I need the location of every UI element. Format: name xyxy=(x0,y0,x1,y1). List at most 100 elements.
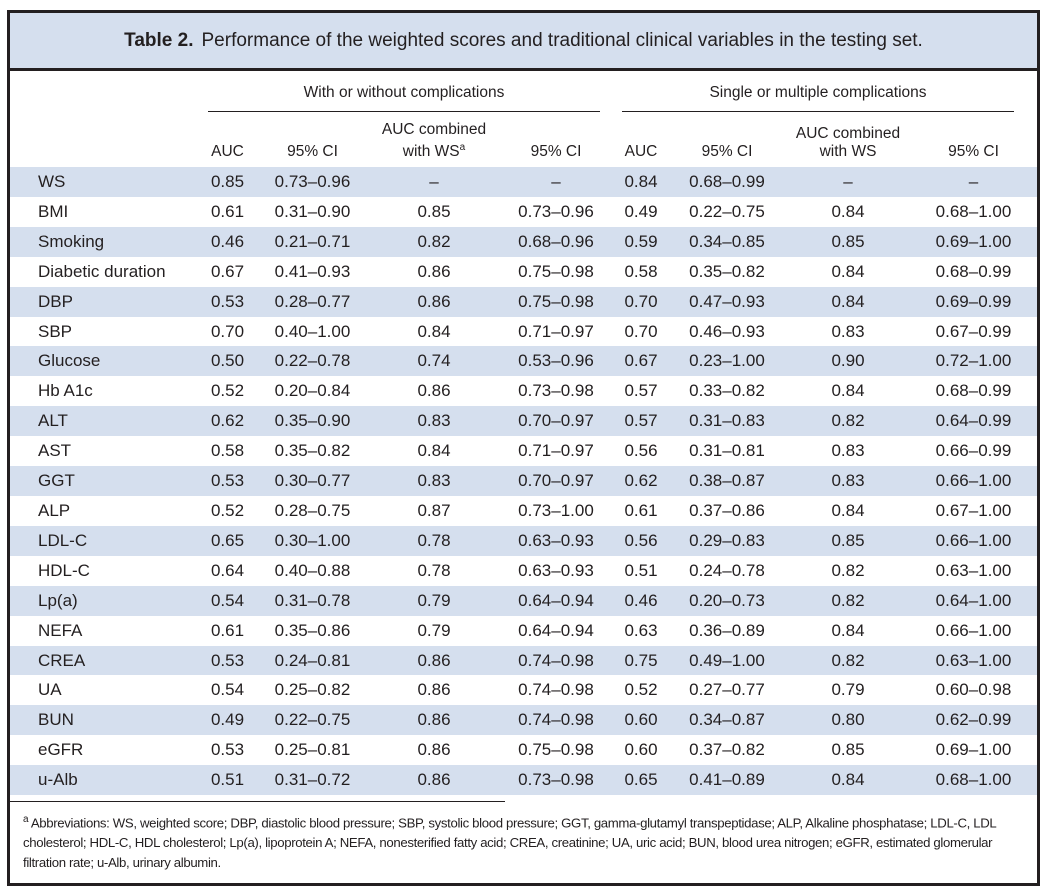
column-header-ci: 95% CI xyxy=(948,143,999,160)
column-header-auc-combined: AUC combined with WS xyxy=(795,125,901,160)
table-cell: 0.83 xyxy=(370,406,498,437)
table-cell: 0.66–1.00 xyxy=(910,525,1037,556)
table-cell: 0.33–0.82 xyxy=(689,381,765,401)
table-cell: 0.34–0.85 xyxy=(668,226,786,257)
table-cell: 0.67 xyxy=(614,346,668,377)
table-cell: 0.20–0.73 xyxy=(668,585,786,616)
table-cell: 0.84 xyxy=(786,765,910,796)
table-cell: 0.70 xyxy=(614,286,668,317)
table-row: ALP 0.52 0.28–0.75 0.87 0.73–1.00 0.61 0.37–0.… xyxy=(10,496,1037,526)
table-cell: 0.74 xyxy=(370,346,498,377)
row-label: LDL-C xyxy=(10,525,200,556)
row-label: UA xyxy=(38,680,62,700)
footnote-marker: a xyxy=(23,814,29,825)
table-cell: 0.85 xyxy=(786,226,910,257)
column-header-auc: AUC xyxy=(624,143,658,160)
table-row: ALT 0.62 0.35–0.90 0.83 0.70–0.97 0.57 0.31–0.… xyxy=(10,406,1037,437)
table-cell: 0.50 xyxy=(200,346,255,377)
table-cell: 0.86 xyxy=(370,765,498,796)
table-cell: 0.65 xyxy=(200,525,255,556)
table-cell: 0.69–0.99 xyxy=(910,286,1037,317)
table-cell: 0.83 xyxy=(831,321,865,341)
table-cell: 0.85 xyxy=(200,167,255,197)
table-cell: 0.73–1.00 xyxy=(518,500,594,520)
table-title: Table 2. Performance of the weighted sco… xyxy=(10,13,1037,71)
table-cell: 0.83 xyxy=(831,441,865,461)
row-label: BUN xyxy=(10,705,200,736)
table-cell: 0.67–1.00 xyxy=(935,500,1012,520)
table-cell: 0.53–0.96 xyxy=(498,346,614,377)
table-cell: 0.63–1.00 xyxy=(910,645,1037,676)
table-cell: 0.83 xyxy=(786,466,910,496)
table-cell: 0.28–0.75 xyxy=(274,500,351,520)
table-cell: 0.58 xyxy=(624,261,658,281)
table-cell: 0.62 xyxy=(200,406,255,437)
table-cell: 0.60–0.98 xyxy=(935,680,1012,700)
row-label: NEFA xyxy=(38,620,83,640)
table-cell: 0.27–0.77 xyxy=(689,680,765,700)
table-cell: 0.47–0.93 xyxy=(668,286,786,317)
table-cell: 0.25–0.82 xyxy=(274,680,351,700)
table-cell: 0.31–0.90 xyxy=(274,201,351,221)
row-label: BMI xyxy=(38,201,69,221)
table-row: HDL-C 0.64 0.40–0.88 0.78 0.63–0.93 0.51 0.24–… xyxy=(10,556,1037,586)
table-cell: 0.75–0.98 xyxy=(518,261,594,281)
table-cell: 0.74–0.98 xyxy=(518,680,594,700)
table-cell: 0.41–0.89 xyxy=(668,765,786,796)
table-cell: 0.54 xyxy=(210,680,245,700)
table-cell: 0.23–1.00 xyxy=(668,346,786,377)
table-cell: 0.68–1.00 xyxy=(935,201,1012,221)
table-cell: 0.84 xyxy=(831,381,865,401)
row-label: CREA xyxy=(10,645,200,676)
table-cell: – xyxy=(498,167,614,197)
table-cell: 0.60 xyxy=(624,740,658,760)
row-label: ALT xyxy=(10,406,200,437)
table-cell: 0.85 xyxy=(831,740,865,760)
table-cell: 0.75–0.98 xyxy=(518,740,594,760)
table-cell: 0.84 xyxy=(417,441,451,461)
table-cell: 0.71–0.97 xyxy=(518,441,594,461)
table-row: SBP 0.70 0.40–1.00 0.84 0.71–0.97 0.70 0.46–0.… xyxy=(10,317,1037,347)
table-cell: 0.30–1.00 xyxy=(255,525,370,556)
table-cell: 0.68–0.99 xyxy=(935,261,1012,281)
table-row: Smoking 0.46 0.21–0.71 0.82 0.68–0.96 0.59 0.3… xyxy=(10,226,1037,257)
table-cell: 0.35–0.90 xyxy=(255,406,370,437)
table-cell: 0.79 xyxy=(831,680,865,700)
table-row: AST 0.58 0.35–0.82 0.84 0.71–0.97 0.56 0.31–0.… xyxy=(10,436,1037,466)
column-header-ci: 95% CI xyxy=(701,143,753,160)
table-cell: 0.90 xyxy=(786,346,910,377)
table-cell: 0.63–0.93 xyxy=(518,560,594,580)
table-row: UA 0.54 0.25–0.82 0.86 0.74–0.98 0.52 0.27–0.7… xyxy=(10,675,1037,705)
table-cell: 0.83 xyxy=(370,466,498,496)
table-cell: 0.34–0.87 xyxy=(668,705,786,736)
table-cell: 0.29–0.83 xyxy=(668,525,786,556)
table-cell: 0.58 xyxy=(210,441,245,461)
table-cell: 0.63 xyxy=(624,620,658,640)
table-cell: 0.84 xyxy=(831,261,865,281)
table-cell: 0.84 xyxy=(417,321,451,341)
table-cell: 0.65 xyxy=(614,765,668,796)
table-cell: 0.84 xyxy=(786,286,910,317)
table-cell: 0.66–1.00 xyxy=(910,466,1037,496)
table-cell: 0.37–0.86 xyxy=(689,500,765,520)
table-caption: Performance of the weighted scores and t… xyxy=(201,29,923,51)
table-cell: 0.46–0.93 xyxy=(689,321,765,341)
footnote-marker: a xyxy=(459,141,466,153)
table-cell: 0.31–0.81 xyxy=(689,441,765,461)
table-cell: 0.30–0.77 xyxy=(255,466,370,496)
table-cell: 0.86 xyxy=(417,680,451,700)
table-cell: 0.64–0.94 xyxy=(498,585,614,616)
table-cell: 0.82 xyxy=(786,645,910,676)
table-cell: 0.70 xyxy=(210,321,245,341)
table-cell: 0.64–0.94 xyxy=(518,620,594,640)
table-cell: 0.85 xyxy=(786,525,910,556)
table-cell: – xyxy=(786,167,910,197)
table-row: NEFA 0.61 0.35–0.86 0.79 0.64–0.94 0.63 0.36–0… xyxy=(10,616,1037,646)
group-header-single-multiple: Single or multiple complications xyxy=(622,83,1014,112)
table-cell: 0.86 xyxy=(370,705,498,736)
table-cell: 0.35–0.82 xyxy=(274,441,351,461)
table-cell: 0.86 xyxy=(370,286,498,317)
table-cell: 0.57 xyxy=(624,381,658,401)
table-cell: 0.64 xyxy=(210,560,245,580)
table-cell: 0.22–0.78 xyxy=(255,346,370,377)
